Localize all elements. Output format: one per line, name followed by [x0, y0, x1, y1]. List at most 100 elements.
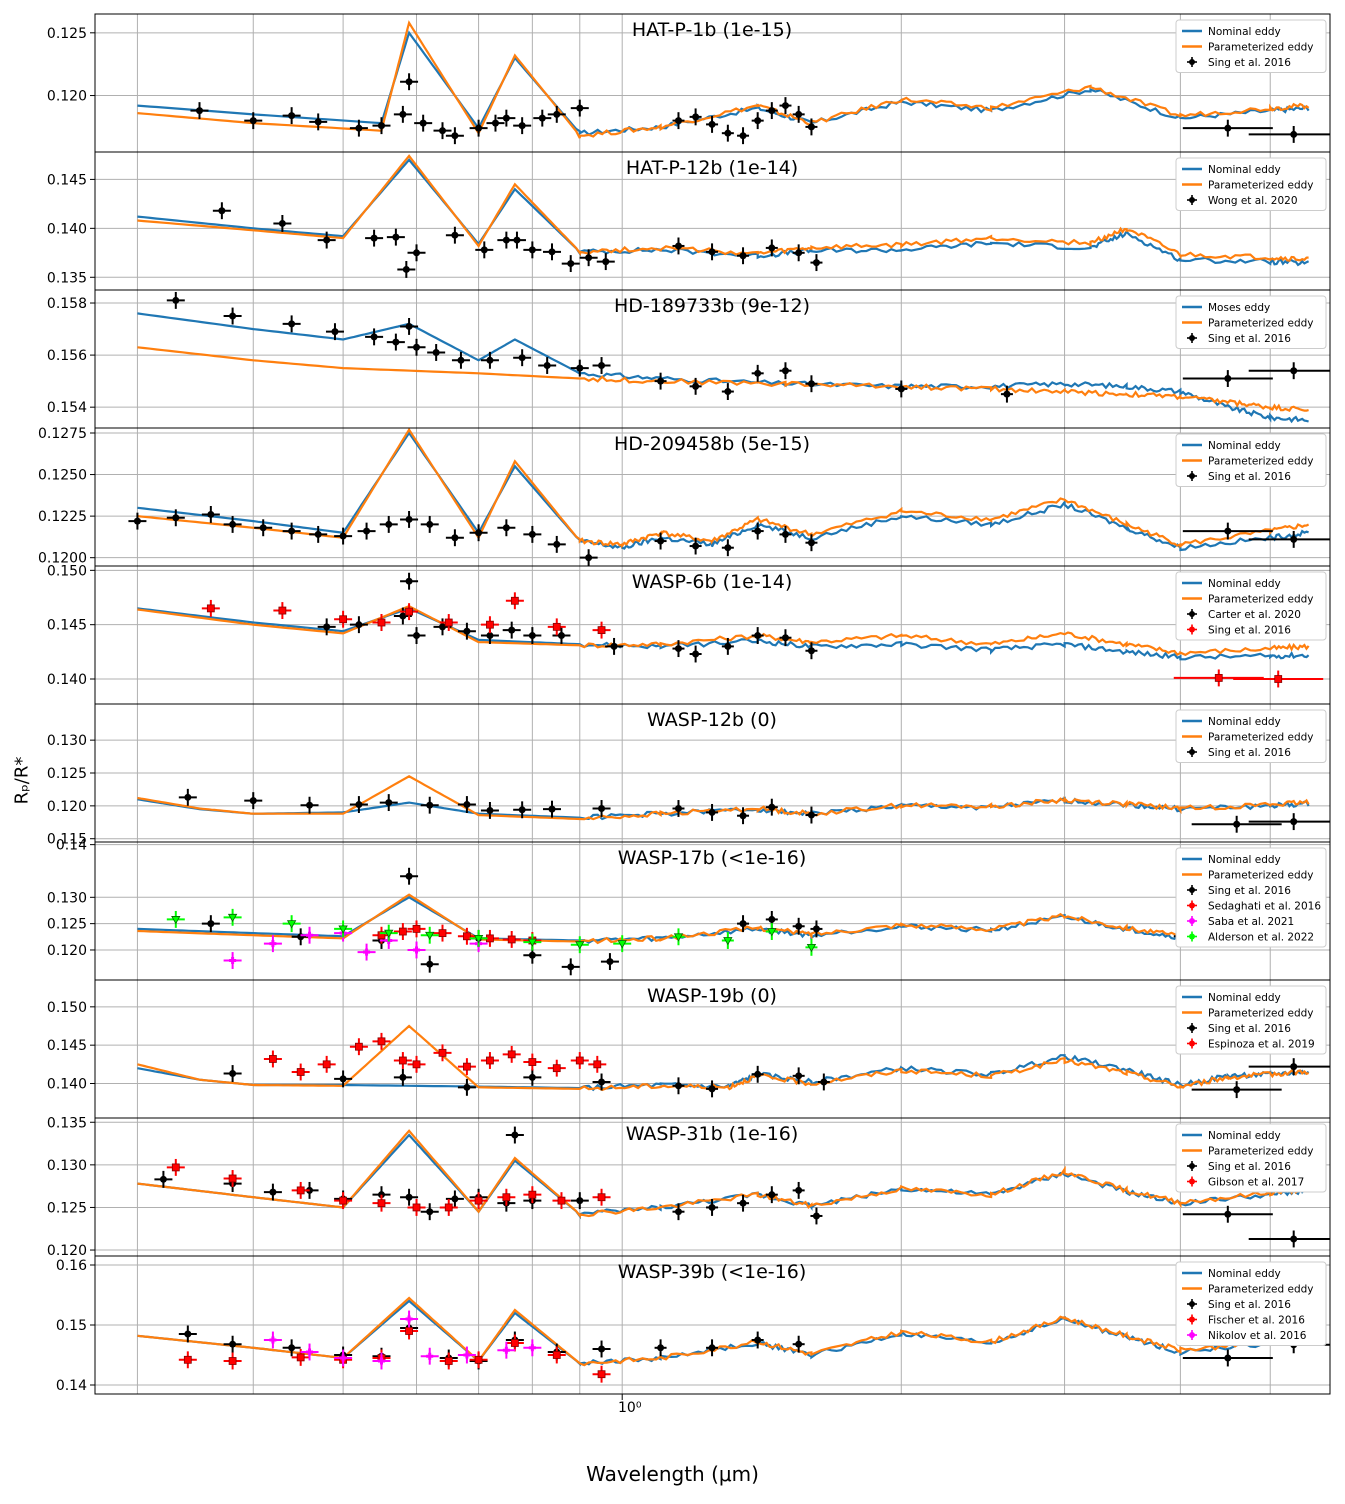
panel-2: 0.154 0.156 0.158 HD-189733b (9e-12) Moses e…	[47, 289, 1331, 429]
data-point	[314, 118, 322, 126]
y-tick-label: 0.14	[56, 1378, 87, 1394]
data-point	[1290, 1063, 1298, 1071]
data-point	[491, 119, 499, 127]
data-point	[724, 388, 732, 396]
data-point	[527, 938, 538, 947]
y-tick-label: 0.130	[47, 733, 87, 749]
data-point	[474, 1355, 483, 1364]
data-point	[674, 1082, 682, 1090]
legend-entry: Parameterized eddy	[1208, 180, 1314, 192]
series-line-parameterized	[137, 893, 1309, 945]
data-point	[377, 931, 386, 940]
legend-entry: Sing et al. 2016	[1208, 1299, 1291, 1311]
data-point	[296, 1186, 305, 1195]
plot-area	[137, 1126, 1330, 1248]
data-point	[218, 207, 226, 215]
panel-title: WASP-39b (<1e-16)	[618, 1261, 807, 1283]
data-point	[812, 259, 820, 267]
panel-3: 0.1200 0.1225 0.1250 0.1275 HD-209458b (5e-1…	[38, 426, 1331, 567]
observation-set-0	[223, 1058, 1330, 1099]
data-point	[739, 1199, 747, 1207]
data-point	[508, 626, 516, 634]
legend-entry: Parameterized eddy	[1208, 732, 1314, 744]
legend-entry: Sing et al. 2016	[1208, 747, 1291, 759]
data-point	[444, 618, 453, 627]
legend-box	[1175, 157, 1327, 211]
data-point	[768, 244, 776, 252]
data-point	[724, 129, 732, 137]
data-point	[657, 1344, 665, 1352]
series-line-parameterized	[137, 775, 1310, 821]
legend: Nominal eddy Parameterized eddy Sing et al…	[1175, 709, 1327, 763]
data-point	[463, 801, 471, 809]
y-tick-label: 0.140	[47, 1077, 87, 1093]
legend-marker-swatch	[1189, 1178, 1195, 1185]
legend-entry: Nominal eddy	[1208, 1268, 1281, 1280]
data-point	[475, 124, 483, 132]
data-point	[812, 925, 820, 933]
data-point	[528, 246, 536, 254]
data-point	[795, 249, 803, 257]
data-point	[597, 1370, 606, 1379]
data-point	[807, 811, 815, 819]
series-line-parameterized	[137, 604, 1310, 657]
data-point	[133, 517, 141, 525]
data-point	[518, 122, 526, 130]
data-point	[399, 1073, 407, 1081]
data-point	[598, 1345, 606, 1353]
data-point	[567, 260, 575, 268]
data-point	[724, 642, 732, 650]
legend-box	[1175, 1123, 1327, 1193]
observation-set-3	[166, 908, 818, 956]
data-point	[385, 799, 393, 807]
data-point	[296, 1068, 305, 1076]
data-point	[377, 1199, 386, 1208]
y-tick-label: 0.120	[47, 943, 87, 959]
data-point	[339, 1196, 348, 1205]
legend-entry: Nominal eddy	[1208, 164, 1281, 176]
legend-entry: Sing et al. 2016	[1208, 885, 1291, 897]
data-point	[754, 369, 762, 377]
y-tick-label: 0.120	[47, 89, 87, 105]
data-point	[567, 963, 575, 971]
series-line-parameterized	[137, 154, 1309, 262]
y-tick-label: 0.1250	[38, 468, 87, 484]
legend-entry: Parameterized eddy	[1208, 594, 1314, 606]
legend-box	[1175, 1261, 1327, 1346]
data-point	[288, 527, 296, 535]
legend-entry: Parameterized eddy	[1208, 42, 1314, 54]
data-point	[502, 236, 510, 244]
data-point	[739, 812, 747, 820]
data-point	[377, 1191, 385, 1199]
data-point	[439, 127, 447, 135]
data-point	[405, 1193, 413, 1201]
data-point	[370, 333, 378, 341]
data-point	[502, 1193, 511, 1202]
data-point	[451, 231, 459, 239]
data-point	[370, 234, 378, 242]
data-point	[413, 632, 421, 640]
data-point	[405, 872, 413, 880]
y-tick-label: 0.120	[47, 1243, 87, 1259]
data-point	[399, 612, 407, 620]
data-point	[402, 265, 410, 273]
series-line-parameterized	[137, 1024, 1309, 1092]
legend-box	[1175, 847, 1327, 948]
data-point	[286, 920, 297, 929]
data-point	[184, 793, 192, 801]
legend-entry: Nikolov et al. 2016	[1208, 1330, 1307, 1342]
data-point	[657, 377, 665, 385]
legend-marker-swatch	[1189, 1025, 1195, 1031]
data-point	[610, 642, 618, 650]
y-tick-label: 0.1225	[38, 509, 87, 525]
data-point	[1214, 674, 1223, 682]
data-point	[473, 934, 484, 944]
data-point	[598, 362, 606, 370]
data-point	[1290, 1235, 1298, 1243]
data-point	[781, 530, 789, 538]
y-tick-label: 0.130	[47, 1158, 87, 1174]
data-point	[1224, 1210, 1232, 1218]
observation-set-0	[154, 1126, 1330, 1248]
data-point	[159, 1175, 167, 1183]
data-point	[528, 951, 536, 959]
